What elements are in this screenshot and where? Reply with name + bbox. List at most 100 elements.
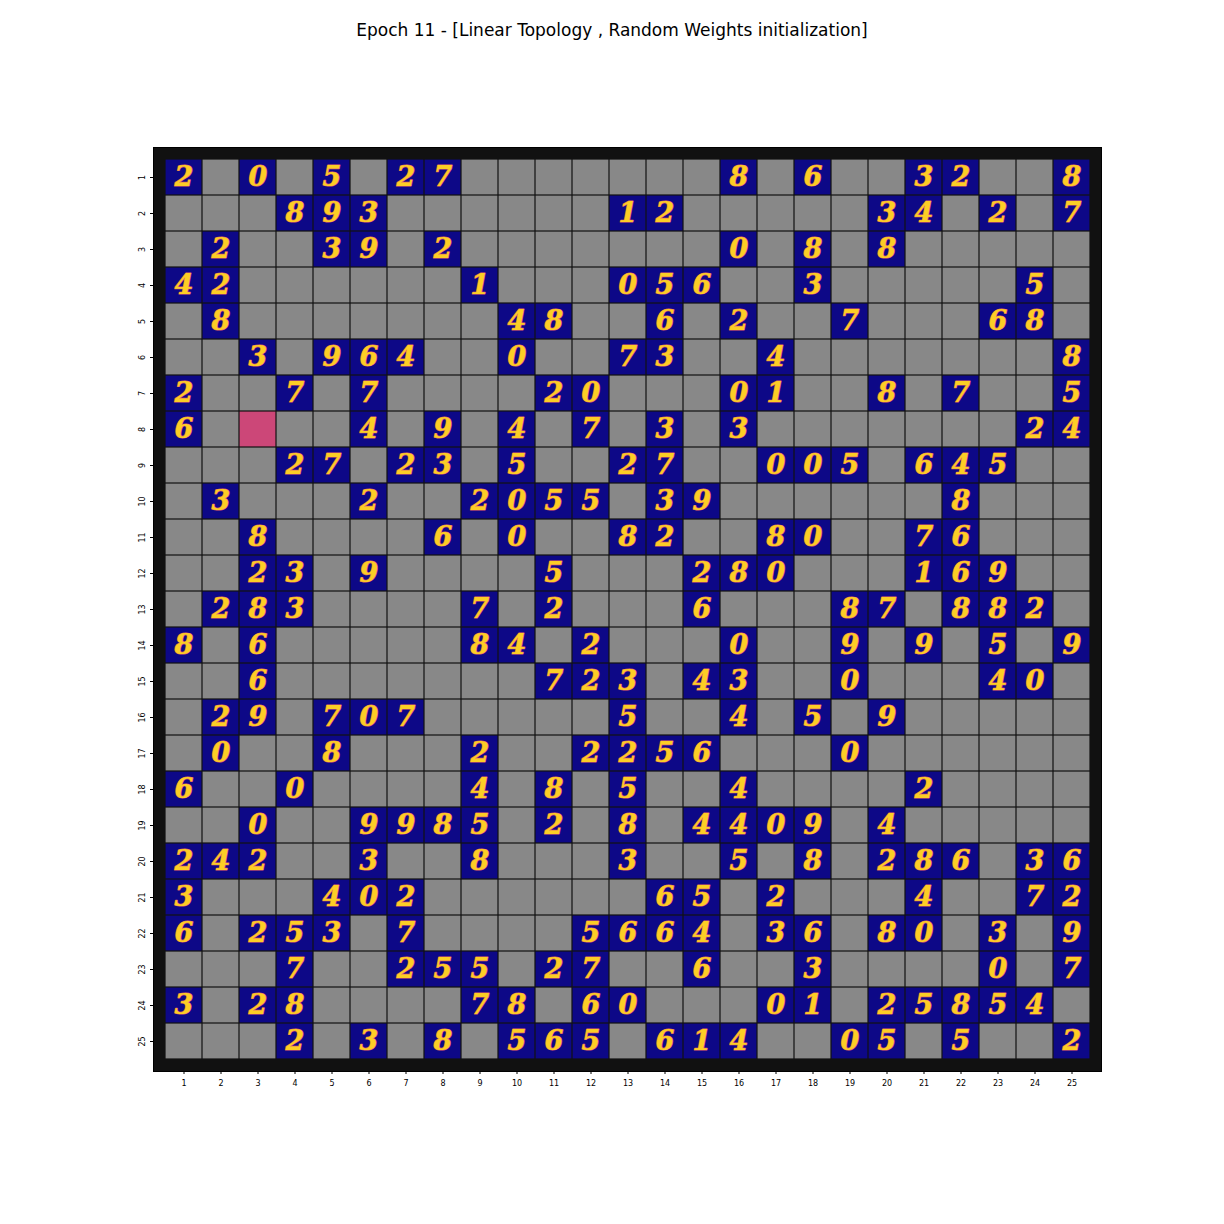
svg-text:3: 3	[656, 485, 675, 516]
svg-text:7: 7	[619, 341, 638, 372]
svg-text:9: 9	[323, 341, 342, 372]
svg-text:8: 8	[618, 809, 638, 840]
svg-text:0: 0	[730, 233, 749, 264]
svg-text:3: 3	[255, 1079, 260, 1088]
svg-text:7: 7	[397, 917, 416, 948]
svg-text:8: 8	[285, 197, 305, 228]
svg-text:9: 9	[138, 463, 147, 468]
svg-text:5: 5	[878, 1025, 897, 1056]
svg-text:5: 5	[989, 989, 1008, 1020]
svg-text:6: 6	[693, 593, 712, 624]
svg-text:1: 1	[693, 1025, 712, 1056]
svg-text:0: 0	[989, 953, 1008, 984]
svg-text:0: 0	[767, 809, 786, 840]
svg-text:6: 6	[366, 1079, 371, 1088]
svg-text:9: 9	[397, 809, 416, 840]
svg-text:1: 1	[138, 175, 147, 180]
svg-text:8: 8	[544, 773, 564, 804]
svg-text:3: 3	[730, 413, 749, 444]
svg-text:5: 5	[582, 1025, 601, 1056]
svg-text:5: 5	[619, 701, 638, 732]
svg-text:6: 6	[952, 521, 971, 552]
svg-text:2: 2	[174, 845, 194, 876]
svg-text:6: 6	[138, 355, 147, 360]
svg-text:4: 4	[1026, 989, 1045, 1020]
svg-text:4: 4	[1063, 413, 1082, 444]
svg-text:9: 9	[323, 197, 342, 228]
svg-text:0: 0	[360, 701, 379, 732]
svg-text:12: 12	[586, 1079, 596, 1088]
svg-text:8: 8	[729, 557, 749, 588]
svg-text:0: 0	[841, 665, 860, 696]
svg-text:5: 5	[545, 485, 564, 516]
svg-text:13: 13	[623, 1079, 633, 1088]
svg-text:3: 3	[656, 341, 675, 372]
svg-text:5: 5	[323, 161, 342, 192]
svg-text:8: 8	[248, 593, 268, 624]
svg-text:6: 6	[656, 917, 675, 948]
svg-text:1: 1	[471, 269, 490, 300]
svg-text:8: 8	[544, 305, 564, 336]
svg-text:3: 3	[212, 485, 231, 516]
svg-text:2: 2	[211, 701, 231, 732]
svg-text:7: 7	[1063, 197, 1082, 228]
svg-text:6: 6	[175, 413, 194, 444]
svg-text:0: 0	[730, 377, 749, 408]
svg-text:22: 22	[956, 1079, 966, 1088]
svg-text:2: 2	[618, 737, 638, 768]
svg-text:2: 2	[396, 881, 416, 912]
svg-text:3: 3	[730, 665, 749, 696]
svg-text:19: 19	[138, 820, 147, 830]
svg-text:4: 4	[952, 449, 971, 480]
svg-text:8: 8	[138, 427, 147, 432]
svg-text:0: 0	[730, 629, 749, 660]
svg-text:4: 4	[730, 1025, 749, 1056]
svg-text:5: 5	[915, 989, 934, 1020]
svg-text:2: 2	[396, 161, 416, 192]
svg-text:8: 8	[433, 1025, 453, 1056]
svg-text:6: 6	[434, 521, 453, 552]
svg-text:0: 0	[619, 989, 638, 1020]
svg-text:1: 1	[804, 989, 823, 1020]
svg-text:3: 3	[915, 161, 934, 192]
svg-text:2: 2	[544, 593, 564, 624]
svg-text:9: 9	[360, 809, 379, 840]
svg-text:2: 2	[285, 1025, 305, 1056]
svg-text:5: 5	[582, 917, 601, 948]
svg-text:2: 2	[359, 485, 379, 516]
svg-text:21: 21	[138, 892, 147, 902]
svg-text:19: 19	[845, 1079, 855, 1088]
svg-text:3: 3	[323, 917, 342, 948]
svg-text:4: 4	[989, 665, 1008, 696]
svg-text:0: 0	[249, 161, 268, 192]
svg-text:20: 20	[138, 856, 147, 866]
svg-text:2: 2	[174, 377, 194, 408]
svg-text:23: 23	[993, 1079, 1003, 1088]
svg-text:6: 6	[952, 557, 971, 588]
svg-text:5: 5	[1063, 377, 1082, 408]
svg-text:7: 7	[582, 953, 601, 984]
svg-text:8: 8	[1062, 161, 1082, 192]
svg-text:15: 15	[697, 1079, 707, 1088]
svg-text:6: 6	[582, 989, 601, 1020]
svg-text:2: 2	[470, 737, 490, 768]
svg-text:2: 2	[248, 845, 268, 876]
svg-text:0: 0	[841, 1025, 860, 1056]
svg-text:3: 3	[286, 557, 305, 588]
svg-text:2: 2	[211, 593, 231, 624]
svg-text:7: 7	[841, 305, 860, 336]
svg-text:5: 5	[138, 319, 147, 324]
svg-text:2: 2	[1062, 1025, 1082, 1056]
svg-text:9: 9	[360, 557, 379, 588]
svg-text:0: 0	[508, 485, 527, 516]
svg-text:22: 22	[138, 928, 147, 938]
svg-text:9: 9	[915, 629, 934, 660]
svg-text:7: 7	[1063, 953, 1082, 984]
svg-text:15: 15	[138, 676, 147, 686]
svg-text:0: 0	[767, 989, 786, 1020]
svg-text:5: 5	[693, 881, 712, 912]
svg-text:6: 6	[249, 629, 268, 660]
svg-text:5: 5	[730, 845, 749, 876]
svg-text:8: 8	[440, 1079, 445, 1088]
svg-text:1: 1	[181, 1079, 186, 1088]
